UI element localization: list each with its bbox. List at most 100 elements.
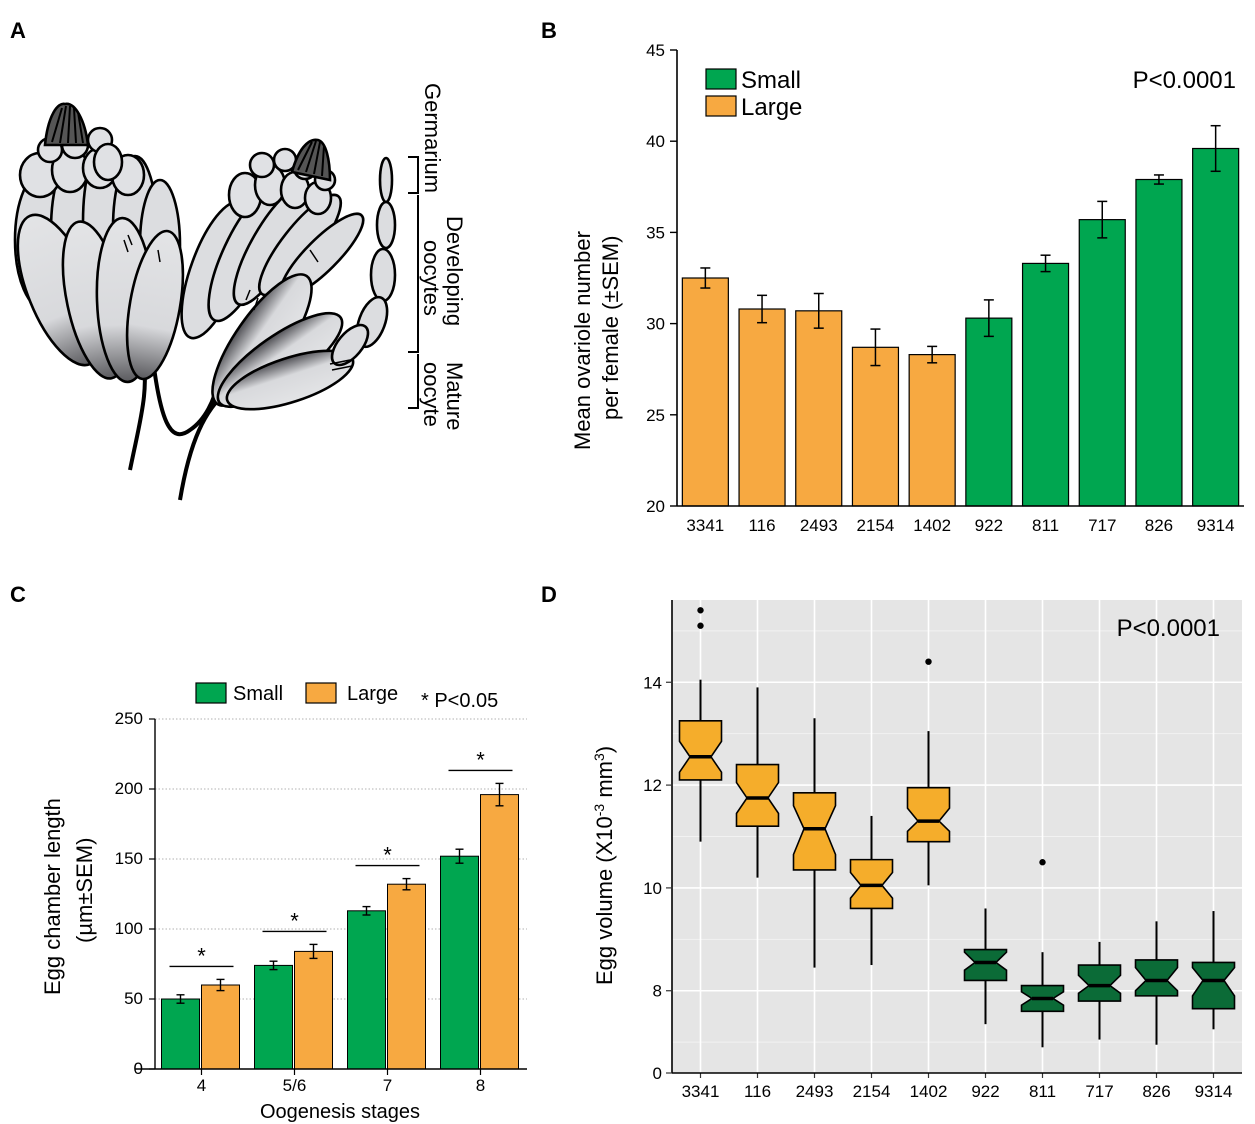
bar-811 bbox=[1021, 262, 1070, 507]
x-tick-label-2493: 2493 bbox=[800, 516, 838, 535]
x-tick-label-922: 922 bbox=[971, 1082, 999, 1101]
box-922 bbox=[963, 948, 1008, 982]
y-tick-label-35: 35 bbox=[646, 223, 665, 242]
box-717 bbox=[1077, 964, 1122, 1002]
significance-star-5/6: * bbox=[290, 908, 299, 933]
outlier-811-0 bbox=[1039, 859, 1046, 866]
x-tick-label-7: 7 bbox=[383, 1076, 392, 1095]
y-tick-label-30: 30 bbox=[646, 315, 665, 334]
bar-9314 bbox=[1192, 147, 1240, 507]
bar-large-4 bbox=[201, 984, 240, 1070]
x-tick-label-4: 4 bbox=[197, 1076, 206, 1095]
outlier-3341-0 bbox=[697, 622, 704, 629]
bar-3341 bbox=[681, 277, 729, 507]
x-tick-label-826: 826 bbox=[1145, 516, 1173, 535]
box-2493 bbox=[792, 791, 837, 871]
bar-826 bbox=[1135, 178, 1183, 507]
bar-small-5/6 bbox=[254, 964, 293, 1070]
panel-label-c: C bbox=[10, 582, 26, 607]
x-tick-label-8: 8 bbox=[476, 1076, 485, 1095]
bar-2154 bbox=[851, 346, 900, 507]
legend-label-small: Small bbox=[741, 67, 801, 94]
box-1402 bbox=[906, 786, 951, 843]
y-tick-label-150: 150 bbox=[115, 849, 143, 868]
y-axis-label-b-line2: per female (±SEM) bbox=[598, 236, 623, 420]
outlier-1402-0 bbox=[925, 658, 932, 665]
y-axis-label-d: Egg volume (X10-3 mm3) bbox=[591, 746, 617, 985]
y-tick-label-100: 100 bbox=[115, 919, 143, 938]
chart-d-egg-volume: 3341 116 2493 2154 1402 922 811 717 826 9314 0 8 10 1… bbox=[591, 600, 1242, 1101]
legend-label-small-c: Small bbox=[233, 683, 283, 705]
x-tick-label-116: 116 bbox=[748, 516, 775, 535]
bar-large-7 bbox=[387, 883, 426, 1070]
legend-label-large-c: Large bbox=[347, 683, 398, 705]
y-tick-label-0: 0 bbox=[653, 1064, 662, 1083]
y-tick-label-40: 40 bbox=[646, 132, 665, 151]
chart-c-egg-chamber-length: * * * * 4 5/6 7 8 0 50 100 150 200 250 Small Large *… bbox=[40, 682, 527, 1123]
legend-swatch-large bbox=[705, 95, 737, 117]
x-tick-label-717: 717 bbox=[1085, 1082, 1113, 1101]
significance-star-7: * bbox=[383, 843, 392, 868]
y-axis-label-c-line2: (µm±SEM) bbox=[72, 838, 97, 943]
y-tick-label-20: 20 bbox=[646, 497, 665, 516]
x-tick-label-717: 717 bbox=[1088, 516, 1116, 535]
p-value-d: P<0.0001 bbox=[1117, 615, 1220, 642]
bar-1402 bbox=[908, 354, 956, 507]
y-tick-label-8: 8 bbox=[653, 982, 662, 1001]
x-tick-label-811: 811 bbox=[1029, 1082, 1056, 1101]
box-826 bbox=[1134, 959, 1179, 997]
label-mature-line1: Mature bbox=[442, 362, 467, 430]
x-tick-label-9314: 9314 bbox=[1195, 1082, 1233, 1101]
bar-large-8 bbox=[480, 794, 519, 1070]
label-developing-line2: oocytes bbox=[419, 240, 444, 316]
x-axis-label-c: Oogenesis stages bbox=[260, 1101, 420, 1123]
x-tick-label-811: 811 bbox=[1032, 516, 1059, 535]
y-tick-label-50: 50 bbox=[124, 989, 143, 1008]
y-tick-label-45: 45 bbox=[646, 41, 665, 60]
bar-922 bbox=[965, 317, 1013, 507]
y-axis-label-b-line1: Mean ovariole number bbox=[570, 231, 595, 450]
label-mature-line2: oocyte bbox=[419, 362, 444, 427]
outlier-3341-1 bbox=[697, 607, 704, 614]
significance-note-c: * P<0.05 bbox=[421, 690, 498, 712]
x-tick-label-5/6: 5/6 bbox=[283, 1076, 307, 1095]
bar-small-8 bbox=[440, 855, 479, 1070]
y-tick-label-10: 10 bbox=[643, 879, 662, 898]
panel-label-a: A bbox=[10, 18, 26, 43]
x-tick-label-1402: 1402 bbox=[913, 516, 951, 535]
legend-swatch-large-c bbox=[305, 682, 337, 704]
legend-label-large: Large bbox=[741, 94, 802, 121]
y-tick-label-25: 25 bbox=[646, 406, 665, 425]
box-116 bbox=[735, 763, 780, 828]
x-tick-label-2154: 2154 bbox=[857, 516, 895, 535]
bar-large-5/6 bbox=[294, 950, 333, 1070]
x-tick-label-3341: 3341 bbox=[682, 1082, 720, 1101]
x-tick-label-116: 116 bbox=[744, 1082, 771, 1101]
x-tick-label-922: 922 bbox=[975, 516, 1003, 535]
bar-717 bbox=[1078, 219, 1126, 507]
x-tick-label-2154: 2154 bbox=[853, 1082, 891, 1101]
label-developing-line1: Developing bbox=[442, 216, 467, 326]
y-tick-label-200: 200 bbox=[115, 779, 143, 798]
p-value-b: P<0.0001 bbox=[1133, 67, 1236, 94]
bar-small-7 bbox=[347, 910, 386, 1070]
y-tick-label-250: 250 bbox=[115, 709, 143, 728]
bar-small-4 bbox=[161, 998, 200, 1070]
significance-star-8: * bbox=[476, 747, 485, 772]
y-tick-label-0: 0 bbox=[134, 1059, 143, 1078]
legend-swatch-small-c bbox=[195, 682, 227, 704]
x-tick-label-826: 826 bbox=[1142, 1082, 1170, 1101]
legend-swatch-small bbox=[705, 68, 737, 90]
box-3341 bbox=[678, 720, 723, 781]
ovary-diagram bbox=[13, 102, 397, 501]
bar-2493 bbox=[795, 310, 843, 507]
chart-b-ovariole-number: 3341 116 2493 2154 1402 922 811 717 826 9314 20 25 3… bbox=[570, 41, 1244, 535]
x-tick-label-3341: 3341 bbox=[686, 516, 724, 535]
stage-brackets bbox=[408, 156, 419, 409]
panel-label-d: D bbox=[541, 582, 557, 607]
y-tick-label-12: 12 bbox=[643, 776, 662, 795]
box-9314 bbox=[1191, 961, 1236, 1010]
x-tick-label-2493: 2493 bbox=[796, 1082, 834, 1101]
x-tick-label-9314: 9314 bbox=[1197, 516, 1235, 535]
